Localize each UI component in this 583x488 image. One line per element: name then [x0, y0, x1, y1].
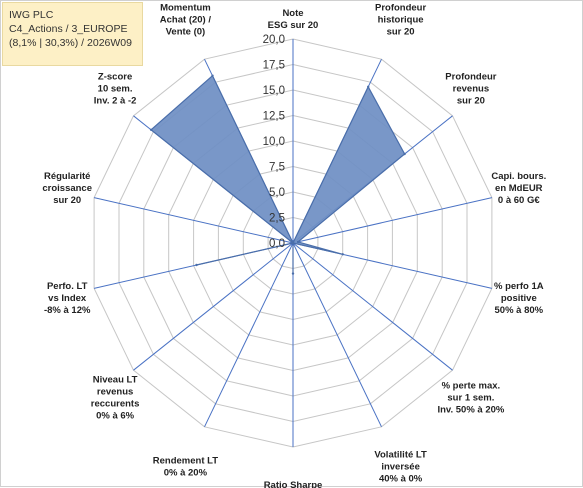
axis-label-line: 50% à 80% — [495, 305, 544, 316]
axis-label: Ratio Sharpe0 à 1 — [264, 480, 323, 488]
axis-spoke — [292, 242, 453, 371]
axis-label-line: sur 20 — [53, 195, 81, 206]
tick-label: 7,5 — [269, 162, 285, 174]
data-point — [149, 128, 153, 131]
data-point — [341, 253, 344, 256]
axis-label-line: Momentum — [160, 3, 211, 14]
axis-label-line: Profondeur — [375, 3, 426, 14]
axis-label-line: Inv. 50% à 20% — [437, 405, 504, 416]
axis-label-line: revenus — [97, 387, 133, 398]
axis-label-line: Rendement LT — [153, 455, 218, 466]
axis-label: Capi. bours. en MdEUR 0 à 60 G€ — [491, 171, 546, 206]
axis-label: Régularité croissance sur 20 — [42, 171, 92, 206]
axis-label: Perfo. LT vs Index -8% à 12% — [44, 281, 91, 316]
axis-spoke — [133, 242, 294, 371]
tick-label: 0,0 — [269, 238, 285, 250]
axis-label: % perfo 1A positive 50% à 80% — [494, 281, 544, 316]
axis-label-line: Inv. 2 à -2 — [94, 95, 137, 106]
data-point — [296, 240, 300, 244]
axis-label-line: 40% à 0% — [379, 473, 423, 484]
tick-label: 5,0 — [269, 187, 285, 199]
axis-label-line: 0% à 6% — [96, 411, 135, 422]
axis-label-line: croissance — [42, 183, 92, 194]
tick-label: 20,0 — [263, 34, 285, 46]
axis-label-line: % perfo 1A — [494, 281, 544, 292]
axis-label: Z-score 10 sem. Inv. 2 à -2 — [94, 71, 137, 106]
axis-label-line: Perfo. LT — [47, 281, 88, 292]
axis-label-line: historique — [378, 15, 424, 26]
axis-label-line: sur 20 — [457, 95, 485, 106]
axis-label: Rendement LT 0% à 20% — [153, 455, 218, 478]
axis-spoke — [292, 197, 493, 244]
axis-spoke — [204, 242, 294, 428]
portfolio-category: C4_Actions / 3_EUROPE — [9, 23, 128, 35]
axis-label-line: 0 à 60 G€ — [498, 195, 540, 206]
axis-label-line: Régularité — [44, 171, 90, 182]
tick-label: 2,5 — [269, 213, 285, 225]
tick-label: 15,0 — [263, 85, 285, 97]
axis-label-line: Profondeur — [445, 71, 496, 82]
axis-label: Profondeur revenus sur 20 — [445, 71, 496, 106]
axis-spoke — [93, 197, 294, 244]
data-point — [367, 85, 370, 89]
data-point — [211, 74, 214, 77]
axis-label: Niveau LT revenus reccurents 0% à 6% — [91, 375, 140, 422]
axis-label-line: Niveau LT — [93, 375, 138, 386]
data-point — [291, 272, 295, 275]
company-name: IWG PLC — [9, 9, 54, 21]
axis-label: Momentum Achat (20) / Vente (0) — [160, 3, 212, 38]
axis-label-line: revenus — [453, 83, 489, 94]
data-point — [403, 152, 406, 156]
axis-label-line: 10 sem. — [98, 83, 133, 94]
axis-label-line: Achat (20) / — [160, 15, 212, 26]
axis-label-line: -8% à 12% — [44, 305, 91, 316]
axis-label-line: vs Index — [48, 293, 87, 304]
tick-label: 10,0 — [263, 136, 285, 148]
info-box: IWG PLC C4_Actions / 3_EUROPE (8,1% | 30… — [2, 2, 143, 66]
axis-label-line: sur 1 sem. — [447, 393, 494, 404]
axis-label-line: Capi. bours. — [491, 171, 546, 182]
tick-label: 12,5 — [263, 111, 285, 123]
axis-label-line: inversée — [381, 461, 420, 472]
axis-label: Volatilité LT inversée 40% à 0% — [374, 449, 427, 484]
axis-label-line: Volatilité LT — [374, 449, 427, 460]
axis-label-line: Z-score — [98, 71, 132, 82]
axis-label-line: % perte max. — [442, 381, 501, 392]
axis-label: % perte max. sur 1 sem. Inv. 50% à 20% — [437, 381, 504, 416]
axis-label-line: ESG sur 20 — [268, 20, 319, 31]
axis-label-line: positive — [501, 293, 537, 304]
data-point — [291, 241, 295, 245]
axis-label-line: reccurents — [91, 399, 140, 410]
axis-label-line: Note — [282, 8, 303, 19]
axis-label-line: 0% à 20% — [164, 467, 208, 478]
axis-label-line: Ratio Sharpe — [264, 480, 323, 488]
performance-period: (8,1% | 30,3%) / 2026W09 — [9, 37, 132, 49]
axis-label-line: Vente (0) — [166, 27, 206, 38]
axis-label-line: en MdEUR — [495, 183, 543, 194]
axis-label-line: sur 20 — [387, 27, 415, 38]
data-point — [195, 263, 198, 267]
tick-label: 17,5 — [263, 60, 285, 72]
axis-label: Profondeur historique sur 20 — [375, 3, 426, 38]
axis-spoke — [292, 242, 382, 428]
axis-label: Note ESG sur 20 — [268, 8, 319, 31]
